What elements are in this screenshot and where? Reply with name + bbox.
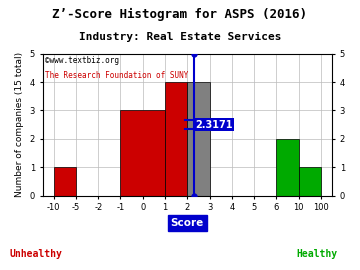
Text: 2.3171: 2.3171 xyxy=(195,120,233,130)
Text: Healthy: Healthy xyxy=(296,249,337,259)
X-axis label: Score: Score xyxy=(171,218,204,228)
Bar xyxy=(276,139,298,196)
Bar xyxy=(54,167,76,196)
Bar xyxy=(121,110,165,196)
Bar xyxy=(298,167,321,196)
Y-axis label: Number of companies (15 total): Number of companies (15 total) xyxy=(15,52,24,197)
Text: Z’-Score Histogram for ASPS (2016): Z’-Score Histogram for ASPS (2016) xyxy=(53,8,307,21)
Text: ©www.textbiz.org: ©www.textbiz.org xyxy=(45,56,120,65)
Text: Industry: Real Estate Services: Industry: Real Estate Services xyxy=(79,32,281,42)
Bar xyxy=(187,82,210,196)
Bar xyxy=(165,82,187,196)
Text: Unhealthy: Unhealthy xyxy=(10,249,62,259)
Text: The Research Foundation of SUNY: The Research Foundation of SUNY xyxy=(45,71,189,80)
